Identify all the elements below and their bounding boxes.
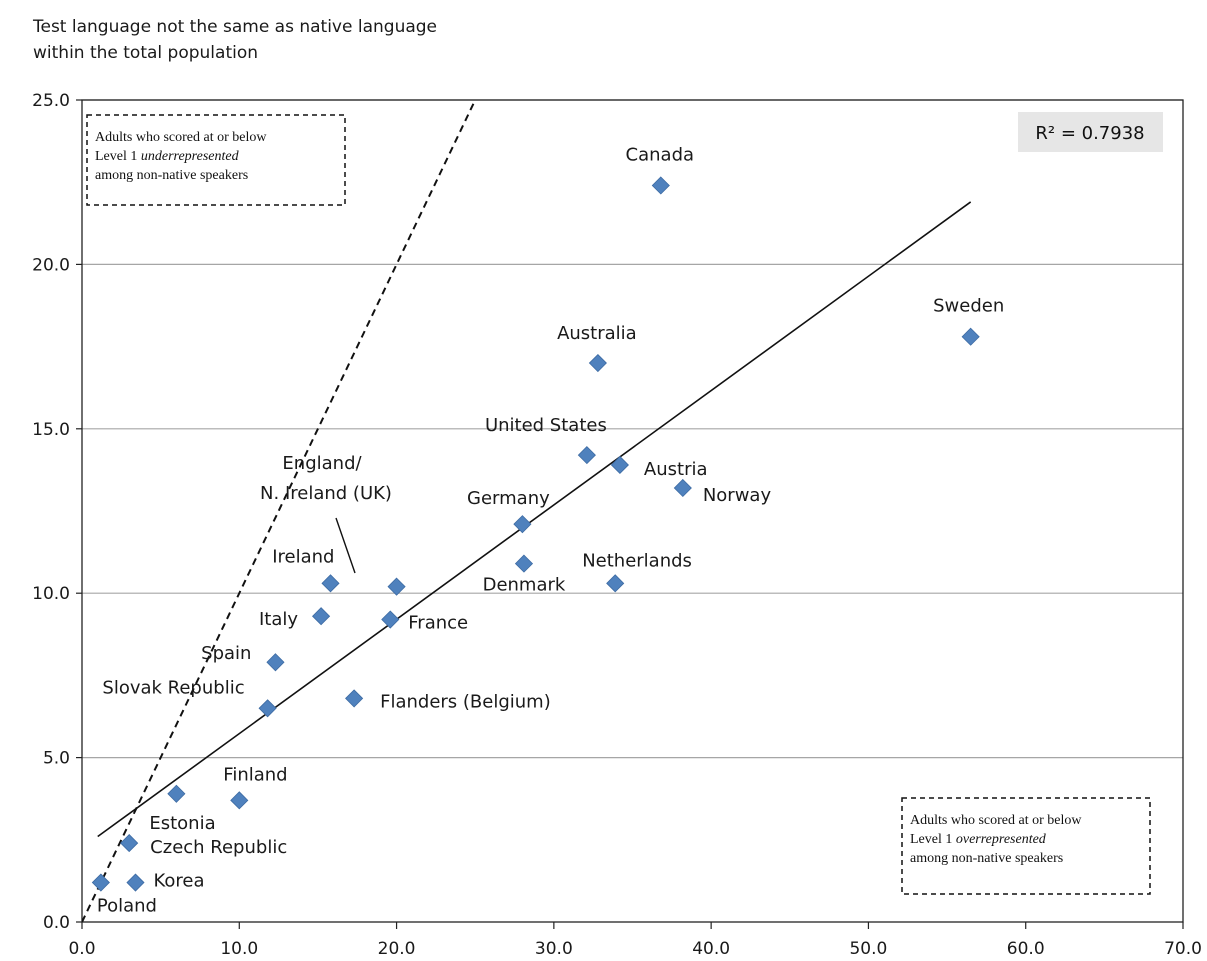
data-point bbox=[651, 176, 670, 195]
y-tick-label: 10.0 bbox=[32, 584, 70, 604]
y-tick-label: 5.0 bbox=[43, 749, 70, 769]
point-label: Slovak Republic bbox=[102, 677, 244, 698]
underrepresented-line-2: Level 1 underrepresented bbox=[95, 149, 240, 164]
data-point bbox=[345, 689, 364, 708]
point-label: Estonia bbox=[149, 813, 215, 834]
data-point bbox=[258, 699, 277, 718]
point-label: Finland bbox=[223, 764, 287, 785]
data-point bbox=[588, 353, 607, 373]
point-label: Italy bbox=[259, 609, 298, 630]
point-label: Germany bbox=[467, 488, 550, 509]
data-point bbox=[577, 446, 596, 465]
y-axis-title-line-2: within the total population bbox=[33, 43, 259, 63]
trendline bbox=[97, 201, 972, 838]
overrepresented-line-1: Adults who scored at or below bbox=[910, 813, 1082, 828]
data-point bbox=[167, 784, 186, 803]
point-label: United States bbox=[485, 415, 607, 436]
x-tick-label: 30.0 bbox=[535, 939, 573, 959]
point-label: Austria bbox=[644, 459, 708, 480]
y-tick-label: 15.0 bbox=[32, 420, 70, 440]
point-label: Czech Republic bbox=[150, 837, 287, 858]
leader-line bbox=[335, 517, 356, 574]
data-point bbox=[91, 873, 110, 892]
data-point bbox=[673, 478, 692, 498]
y-tick-label: 20.0 bbox=[32, 255, 70, 275]
y-tick-label: 25.0 bbox=[32, 91, 70, 111]
point-label: Ireland bbox=[272, 546, 334, 567]
data-point bbox=[312, 607, 331, 626]
point-label: N. Ireland (UK) bbox=[260, 483, 392, 504]
underrepresented-box: Adults who scored at or below Level 1 un… bbox=[86, 114, 346, 206]
annotations: Adults who scored at or below Level 1 un… bbox=[86, 112, 1163, 895]
r-squared-label: R² = 0.7938 bbox=[1018, 112, 1163, 152]
data-point bbox=[266, 653, 285, 672]
y-tick-label: 0.0 bbox=[43, 913, 70, 933]
point-labels: Poland Korea Czech Republic Estonia Finland S… bbox=[97, 144, 1004, 916]
data-point bbox=[961, 327, 980, 346]
data-point bbox=[120, 834, 139, 853]
point-label: Denmark bbox=[483, 575, 566, 596]
overrepresented-line-2: Level 1 overrepresented bbox=[910, 832, 1047, 847]
axes bbox=[76, 99, 1184, 929]
data-point bbox=[513, 515, 532, 534]
data-point bbox=[387, 577, 406, 596]
point-label: Norway bbox=[703, 485, 772, 506]
x-tick-label: 70.0 bbox=[1164, 939, 1202, 959]
point-label: Canada bbox=[626, 144, 695, 165]
data-point bbox=[606, 574, 625, 593]
point-label: Korea bbox=[153, 871, 204, 892]
reference-lines bbox=[82, 100, 972, 922]
data-point bbox=[126, 873, 145, 892]
y-axis-title: Test language not the same as native lan… bbox=[33, 14, 437, 66]
parity-line bbox=[82, 100, 477, 922]
y-axis-title-line-1: Test language not the same as native lan… bbox=[33, 17, 438, 37]
data-point bbox=[610, 455, 629, 475]
data-point bbox=[230, 791, 249, 810]
x-tick-label: 60.0 bbox=[1007, 939, 1045, 959]
x-tick-label: 0.0 bbox=[68, 939, 95, 959]
point-label: Spain bbox=[201, 643, 251, 664]
tick-labels: 0.0 5.0 10.0 15.0 20.0 25.0 0.0 10.0 20.0 30.0 40.… bbox=[32, 91, 1202, 959]
x-tick-label: 50.0 bbox=[849, 939, 887, 959]
data-point bbox=[381, 610, 400, 629]
overrepresented-line-3: among non-native speakers bbox=[910, 851, 1063, 866]
x-tick-label: 40.0 bbox=[692, 939, 730, 959]
point-label: France bbox=[408, 613, 468, 634]
overrepresented-box: Adults who scored at or below Level 1 ov… bbox=[901, 797, 1151, 895]
data-point bbox=[321, 574, 340, 593]
data-points bbox=[91, 176, 980, 892]
point-label: Flanders (Belgium) bbox=[380, 691, 551, 712]
underrepresented-line-1: Adults who scored at or below bbox=[95, 130, 267, 145]
r-squared-text: R² = 0.7938 bbox=[1035, 123, 1144, 144]
x-tick-label: 10.0 bbox=[220, 939, 258, 959]
x-tick-label: 20.0 bbox=[378, 939, 416, 959]
point-label: Netherlands bbox=[582, 550, 692, 571]
point-label: Poland bbox=[97, 896, 157, 917]
point-label: Sweden bbox=[933, 296, 1004, 317]
point-label: Australia bbox=[557, 323, 637, 344]
underrepresented-line-3: among non-native speakers bbox=[95, 168, 248, 183]
plot-area-border bbox=[81, 99, 1184, 923]
point-label: England/ bbox=[282, 453, 362, 474]
data-point bbox=[514, 554, 534, 573]
